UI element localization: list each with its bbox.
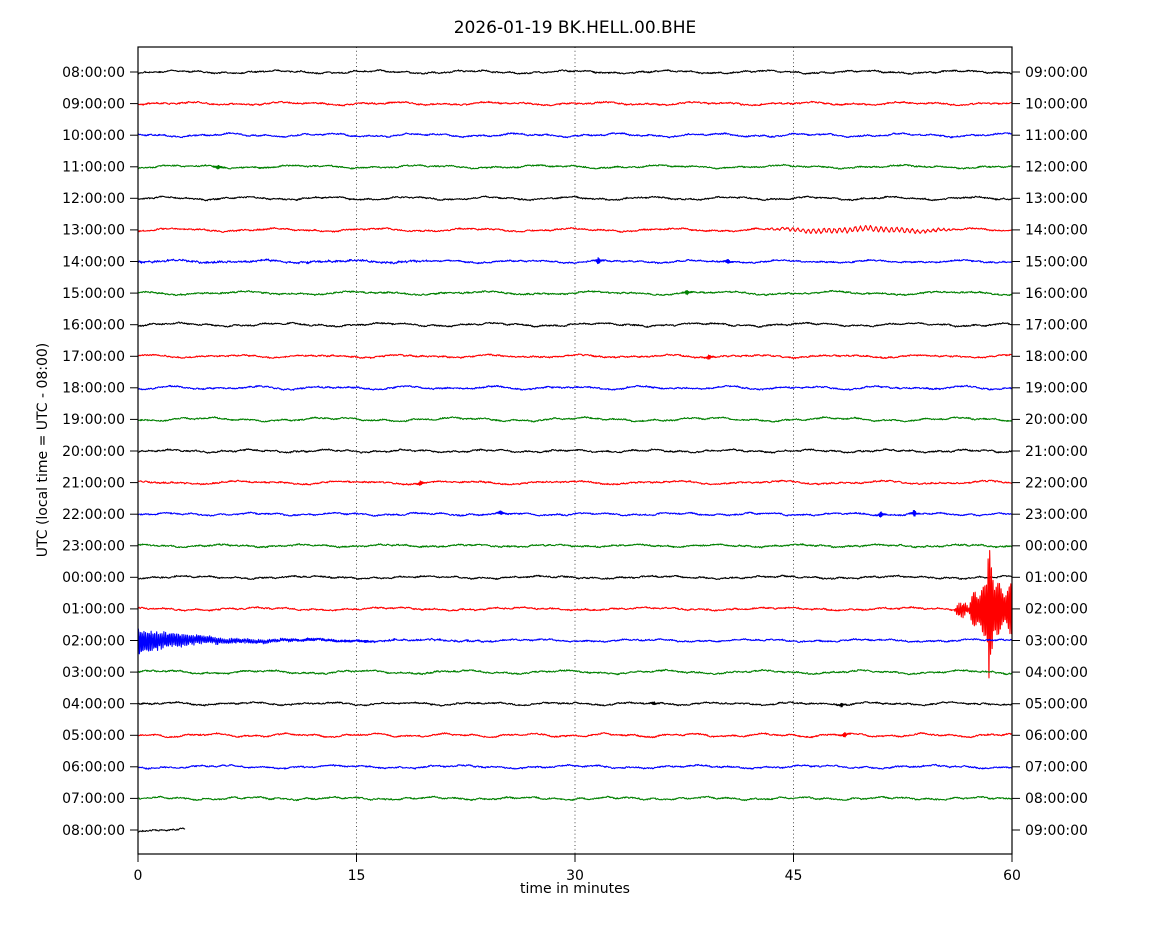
y-tick-label-left: 03:00:00 (62, 665, 125, 681)
y-tick-label-left: 08:00:00 (62, 823, 125, 839)
y-tick-label-right: 06:00:00 (1025, 728, 1088, 744)
trace-11:00:00 (138, 163, 1012, 170)
y-tick-label-left: 23:00:00 (62, 539, 125, 555)
x-tick-label: 15 (348, 868, 366, 884)
x-tick-label: 30 (566, 868, 584, 884)
y-tick-label-left: 13:00:00 (62, 223, 125, 239)
y-tick-label-right: 16:00:00 (1025, 286, 1088, 302)
y-tick-label-right: 15:00:00 (1025, 254, 1088, 270)
trace-09:00:00 (138, 100, 1012, 107)
y-tick-label-left: 15:00:00 (62, 286, 125, 302)
y-tick-label-right: 04:00:00 (1025, 665, 1088, 681)
y-tick-label-left: 10:00:00 (62, 128, 125, 144)
y-tick-label-right: 17:00:00 (1025, 318, 1088, 334)
y-tick-label-right: 19:00:00 (1025, 381, 1088, 397)
trace-06:00:00 (138, 763, 1012, 770)
y-tick-label-right: 09:00:00 (1025, 65, 1088, 81)
y-tick-label-left: 12:00:00 (62, 191, 125, 207)
y-tick-label-left: 17:00:00 (62, 349, 125, 365)
y-tick-label-left: 05:00:00 (62, 728, 125, 744)
trace-00:00:00 (138, 574, 1012, 581)
y-tick-label-right: 02:00:00 (1025, 602, 1088, 618)
y-tick-label-left: 22:00:00 (62, 507, 125, 523)
y-tick-label-right: 23:00:00 (1025, 507, 1088, 523)
y-tick-label-left: 07:00:00 (62, 791, 125, 807)
trace-08:00:00 (138, 69, 1012, 75)
trace-15:00:00 (138, 289, 1012, 297)
y-tick-label-right: 10:00:00 (1025, 96, 1088, 112)
y-tick-label-right: 18:00:00 (1025, 349, 1088, 365)
y-tick-label-left: 02:00:00 (62, 633, 125, 649)
x-axis-label: time in minutes (520, 881, 630, 897)
plot-frame (137, 46, 1013, 855)
trace-05:00:00 (138, 732, 1012, 739)
y-tick-label-right: 05:00:00 (1025, 697, 1088, 713)
y-tick-label-left: 04:00:00 (62, 697, 125, 713)
seismogram-traces (138, 69, 1012, 833)
y-tick-label-right: 22:00:00 (1025, 475, 1088, 491)
trace-16:00:00 (138, 321, 1012, 328)
trace-10:00:00 (138, 132, 1012, 139)
y-tick-label-right: 13:00:00 (1025, 191, 1088, 207)
trace-08:00:00 (138, 827, 186, 833)
trace-21:00:00 (138, 479, 1012, 486)
trace-02:00:00 (138, 628, 1012, 655)
y-tick-label-left: 00:00:00 (62, 570, 125, 586)
trace-18:00:00 (138, 384, 1012, 391)
y-tick-label-left: 18:00:00 (62, 381, 125, 397)
x-tick-label: 0 (134, 868, 143, 884)
y-tick-label-right: 08:00:00 (1025, 791, 1088, 807)
tick-labels: 08:00:00 09:00:00 09:00:00 10:00:00 10:00:00… (62, 65, 1088, 884)
x-tick-label: 45 (785, 868, 803, 884)
trace-13:00:00 (138, 224, 1012, 235)
y-tick-label-right: 21:00:00 (1025, 444, 1088, 460)
y-tick-label-left: 21:00:00 (62, 475, 125, 491)
y-tick-label-left: 06:00:00 (62, 760, 125, 776)
y-tick-label-left: 11:00:00 (62, 160, 125, 176)
y-tick-label-right: 03:00:00 (1025, 633, 1088, 649)
trace-04:00:00 (138, 701, 1012, 708)
y-tick-label-right: 00:00:00 (1025, 539, 1088, 555)
y-tick-label-right: 11:00:00 (1025, 128, 1088, 144)
y-tick-label-left: 14:00:00 (62, 254, 125, 270)
y-tick-label-left: 20:00:00 (62, 444, 125, 460)
y-tick-label-left: 16:00:00 (62, 318, 125, 334)
trace-07:00:00 (138, 795, 1012, 802)
y-tick-label-right: 14:00:00 (1025, 223, 1088, 239)
trace-14:00:00 (138, 257, 1012, 265)
trace-01:00:00 (138, 550, 1012, 679)
trace-20:00:00 (138, 448, 1012, 454)
trace-12:00:00 (138, 195, 1012, 202)
y-tick-label-left: 19:00:00 (62, 412, 125, 428)
y-tick-label-left: 09:00:00 (62, 96, 125, 112)
chart-title: 2026-01-19 BK.HELL.00.BHE (454, 18, 697, 38)
y-tick-label-right: 12:00:00 (1025, 160, 1088, 176)
trace-19:00:00 (138, 416, 1012, 423)
x-tick-label: 60 (1003, 868, 1021, 884)
trace-03:00:00 (138, 668, 1012, 676)
y-tick-label-left: 08:00:00 (62, 65, 125, 81)
y-tick-label-left: 01:00:00 (62, 602, 125, 618)
axis-ticks (130, 71, 1020, 862)
trace-23:00:00 (138, 543, 1012, 549)
y-tick-label-right: 07:00:00 (1025, 760, 1088, 776)
y-axis-label: UTC (local time = UTC - 08:00) (35, 343, 51, 558)
y-tick-label-right: 09:00:00 (1025, 823, 1088, 839)
trace-17:00:00 (138, 353, 1012, 360)
trace-22:00:00 (138, 509, 1012, 518)
y-tick-label-right: 20:00:00 (1025, 412, 1088, 428)
y-tick-label-right: 01:00:00 (1025, 570, 1088, 586)
